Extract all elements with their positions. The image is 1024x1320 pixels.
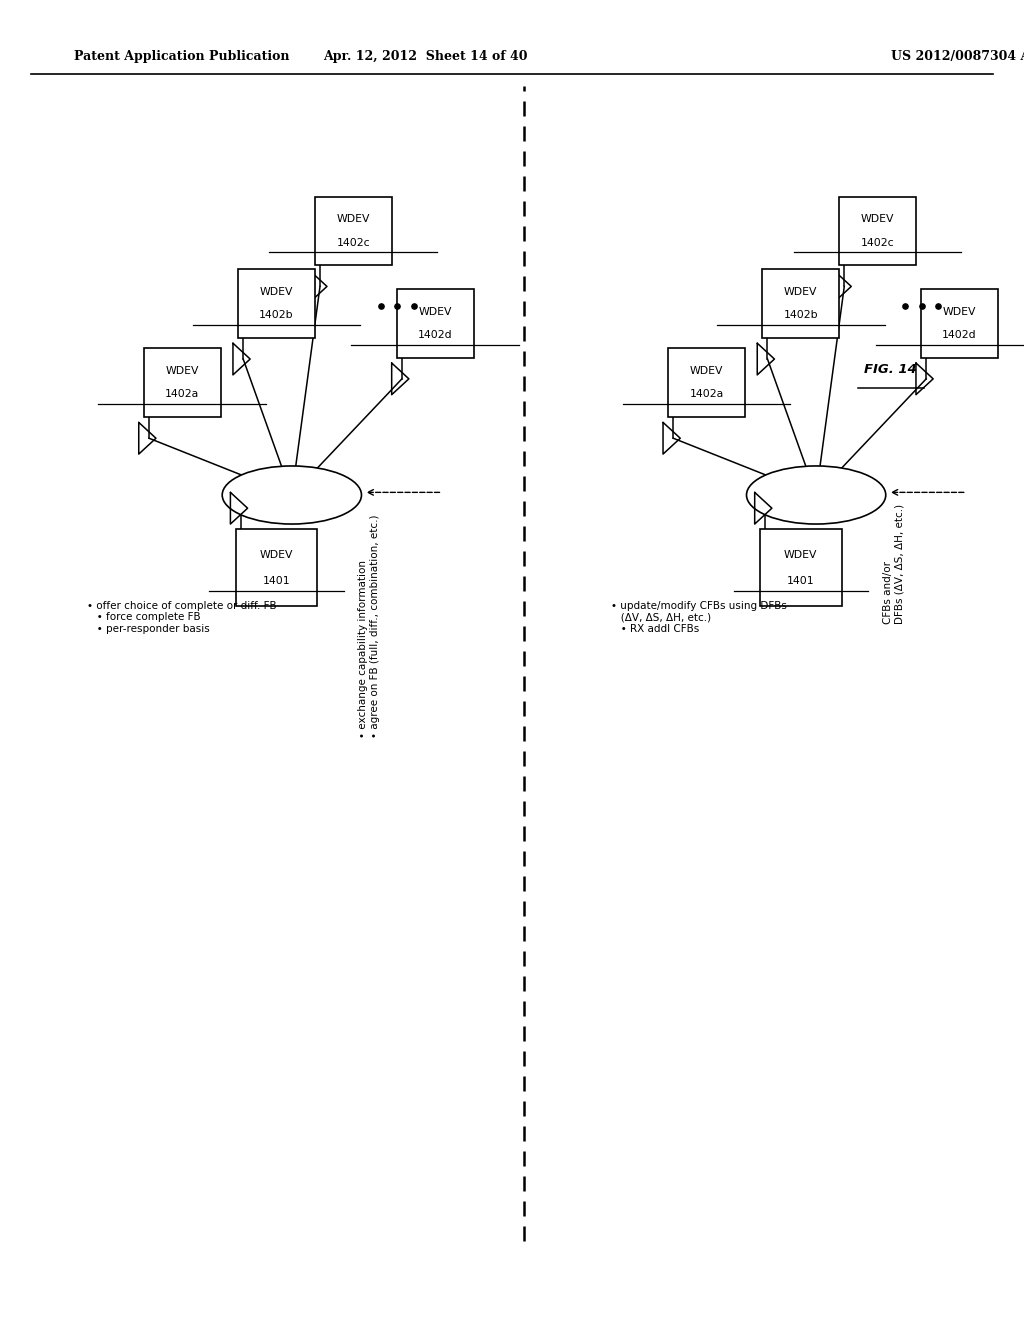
Text: WDEV: WDEV [943, 306, 976, 317]
Text: Apr. 12, 2012  Sheet 14 of 40: Apr. 12, 2012 Sheet 14 of 40 [323, 50, 527, 63]
Text: 1402c: 1402c [861, 238, 894, 248]
Bar [315, 197, 391, 265]
Text: WDEV: WDEV [166, 366, 199, 376]
Bar [762, 269, 840, 338]
Bar [238, 269, 315, 338]
Bar [922, 289, 997, 358]
Text: WDEV: WDEV [419, 306, 452, 317]
Text: 1402a: 1402a [689, 389, 724, 400]
Text: 1402a: 1402a [165, 389, 200, 400]
Bar [668, 348, 744, 417]
Bar [397, 289, 473, 358]
Text: FIG. 14: FIG. 14 [864, 363, 918, 376]
Text: WDEV: WDEV [260, 286, 293, 297]
Ellipse shape [746, 466, 886, 524]
Text: WDEV: WDEV [337, 214, 370, 224]
Text: WDEV: WDEV [784, 286, 817, 297]
Text: 1402c: 1402c [337, 238, 370, 248]
Text: • exchange capability information
• agree on FB (full, diff., combination, etc.): • exchange capability information • agre… [358, 515, 380, 738]
Text: 1402b: 1402b [259, 310, 294, 321]
Text: WDEV: WDEV [690, 366, 723, 376]
Bar [236, 529, 317, 606]
Text: Patent Application Publication: Patent Application Publication [74, 50, 289, 63]
Text: 1401: 1401 [263, 576, 290, 586]
Text: 1402b: 1402b [783, 310, 818, 321]
Text: WDEV: WDEV [260, 549, 293, 560]
Text: US 2012/0087304 A1: US 2012/0087304 A1 [891, 50, 1024, 63]
Bar [760, 529, 842, 606]
Text: • update/modify CFBs using DFBs
   (ΔV, ΔS, ΔH, etc.)
   • RX addl CFBs: • update/modify CFBs using DFBs (ΔV, ΔS,… [611, 601, 787, 634]
Text: WDEV: WDEV [861, 214, 894, 224]
Text: CFBs and/or
DFBs (ΔV, ΔS, ΔH, etc.): CFBs and/or DFBs (ΔV, ΔS, ΔH, etc.) [883, 504, 904, 624]
Text: 1402d: 1402d [418, 330, 453, 341]
Text: • offer choice of complete or diff. FB
   • force complete FB
   • per-responder: • offer choice of complete or diff. FB •… [87, 601, 276, 634]
Text: 1402d: 1402d [942, 330, 977, 341]
Bar [840, 197, 915, 265]
Text: WDEV: WDEV [784, 549, 817, 560]
Ellipse shape [222, 466, 361, 524]
Text: 1401: 1401 [787, 576, 814, 586]
Bar [143, 348, 220, 417]
